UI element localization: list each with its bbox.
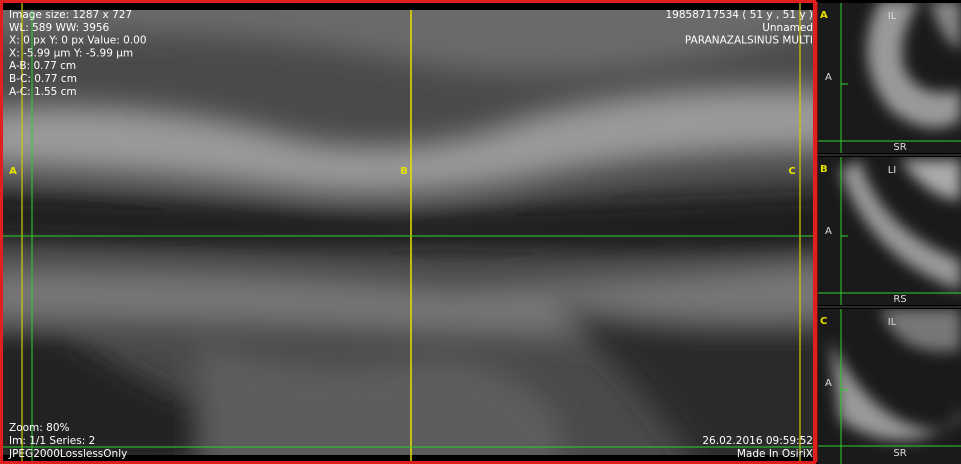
orientation-label: A	[825, 378, 832, 389]
orientation-label: SR	[893, 448, 906, 459]
slice-marker: A	[9, 166, 17, 177]
info-text: JPEG2000LosslessOnly	[8, 448, 127, 460]
slice-marker: B	[400, 166, 408, 177]
side-view-0[interactable]	[818, 0, 961, 153]
orientation-label: LI	[888, 165, 897, 176]
info-text: 26.02.2016 09:59:52	[702, 435, 813, 447]
orientation-label: A	[825, 72, 832, 83]
side-view-2[interactable]	[818, 309, 961, 464]
panel-marker: C	[820, 316, 827, 327]
info-text: X: 0 px Y: 0 px Value: 0.00	[9, 35, 147, 47]
orientation-label: A	[825, 226, 832, 237]
viewer: Image size: 1287 x 727WL: 589 WW: 3956X:…	[0, 0, 961, 464]
info-text: Made In OsiriX	[737, 448, 813, 460]
info-text: B-C: 0.77 cm	[9, 73, 77, 85]
main-image	[0, 0, 840, 464]
slice-marker: C	[788, 166, 795, 177]
info-text: Unnamed	[762, 22, 813, 34]
page: {"main_view": { "info_top_left": ["Image…	[0, 0, 961, 464]
orientation-label: IL	[888, 11, 897, 22]
info-text: A-C: 1.55 cm	[9, 86, 77, 98]
orientation-label: RS	[893, 294, 906, 305]
panel-divider	[815, 2, 818, 463]
info-text: Zoom: 80%	[9, 422, 70, 434]
panel-marker: B	[820, 164, 828, 175]
info-text: Image size: 1287 x 727	[9, 9, 132, 21]
orientation-label: IL	[888, 317, 897, 328]
info-text: Im: 1/1 Series: 2	[9, 435, 95, 447]
info-text: X: -5.99 µm Y: -5.99 µm	[9, 47, 133, 59]
info-text: WL: 589 WW: 3956	[9, 22, 110, 34]
info-text: A-B: 0.77 cm	[9, 60, 76, 72]
info-text: PARANAZALSINUS MULTI	[685, 35, 813, 47]
side-view-1[interactable]	[818, 157, 961, 305]
panel-marker: A	[820, 10, 828, 21]
info-text: 19858717534 ( 51 y , 51 y )	[665, 9, 813, 21]
orientation-label: SR	[893, 142, 906, 153]
